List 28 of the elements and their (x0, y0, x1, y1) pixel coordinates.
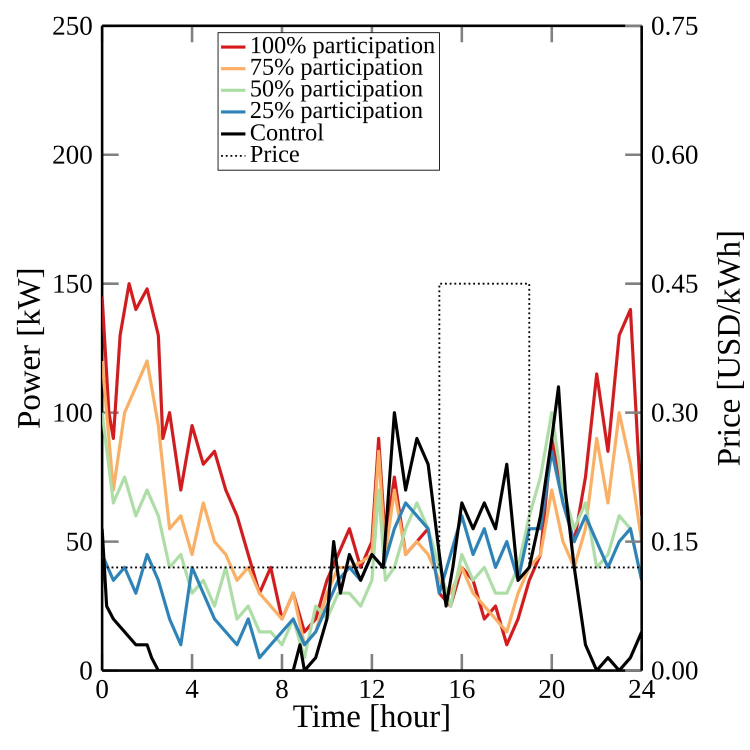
legend-label: 50% participation (251, 80, 423, 102)
y-tick-label: 50 (67, 532, 92, 551)
y2-tick-label: 0.00 (652, 661, 698, 680)
x-tick-label: 20 (539, 680, 564, 698)
x-tick-label: 0 (96, 680, 108, 698)
x-tick-label: 8 (276, 680, 288, 698)
y2-tick-label: 0.45 (652, 274, 698, 293)
y-tick-label: 150 (54, 274, 92, 293)
legend-label: 25% participation (250, 102, 423, 124)
x-tick-label: 4 (186, 680, 198, 698)
y2-tick-label: 0.30 (652, 403, 698, 422)
y2-tick-label: 0.15 (652, 532, 698, 551)
y-tick-label: 250 (53, 16, 92, 35)
y-axis-title: Power [kW] (16, 270, 44, 428)
y-tick-label: 200 (53, 146, 92, 164)
legend-label: 75% participation (251, 58, 423, 80)
y2-tick-label: 0.75 (652, 16, 698, 35)
x-tick-label: 16 (450, 680, 475, 698)
x-tick-label: 24 (629, 680, 655, 698)
y-tick-label: 100 (54, 404, 92, 422)
legend-label: Control (250, 123, 324, 141)
legend-label: 100% participation (252, 36, 435, 58)
y2-tick-label: 0.60 (652, 146, 698, 164)
x-tick-label: 12 (360, 680, 384, 698)
x-axis-title: Time [hour] (293, 704, 449, 732)
legend-label: Price (250, 146, 299, 162)
y2-axis-title: Price [USD/kWh] (716, 232, 744, 466)
y-tick-label: 0 (80, 661, 92, 680)
